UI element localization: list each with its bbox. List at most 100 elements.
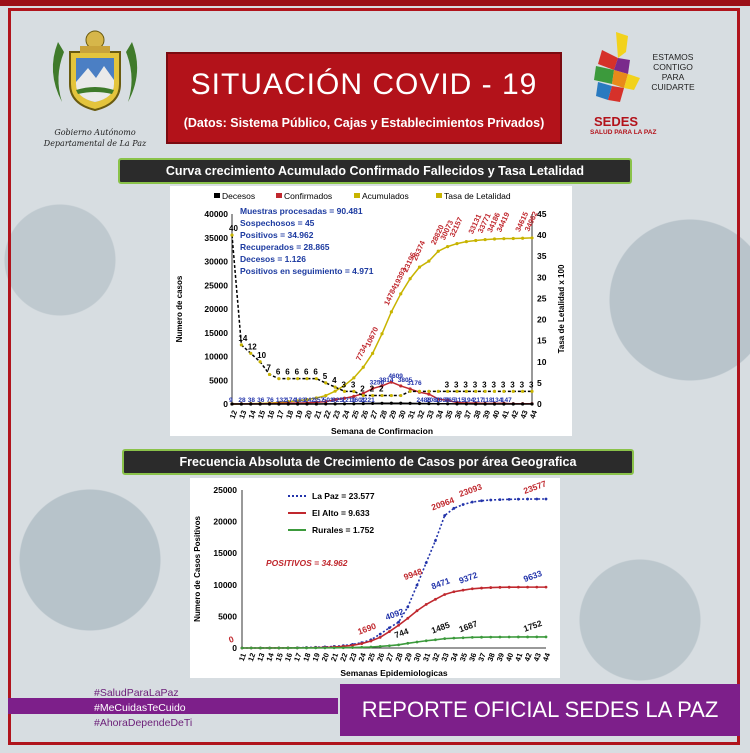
x-tick-label: 22 bbox=[322, 409, 333, 420]
tasa-letalidad-point bbox=[474, 389, 478, 393]
y-tick-label: 5000 bbox=[218, 611, 237, 621]
tasa-value-label: 6 bbox=[285, 368, 290, 377]
series-point-1 bbox=[387, 630, 391, 633]
tasa-value-label: 3 bbox=[351, 380, 356, 389]
legend-label-2: Rurales = 1.752 bbox=[312, 525, 374, 535]
series-point-1 bbox=[498, 585, 502, 589]
y-axis-label: Numero de casos bbox=[175, 275, 184, 342]
tasa-letalidad-point bbox=[324, 381, 328, 385]
x-tick-label: 17 bbox=[292, 652, 303, 663]
hashtag-3[interactable]: #AhoraDependeDeTi bbox=[94, 717, 193, 729]
acumulados-point bbox=[446, 245, 450, 249]
tasa-letalidad-point bbox=[333, 385, 337, 389]
confirmados-value-label: 765 bbox=[445, 397, 456, 404]
top-strip bbox=[0, 0, 750, 6]
tasa-value-label: 6 bbox=[295, 368, 300, 377]
x-tick-label: 19 bbox=[293, 409, 304, 420]
series-point-1 bbox=[470, 587, 474, 591]
hashtag-1[interactable]: #SaludParaLaPaz bbox=[94, 687, 179, 699]
series-point-2 bbox=[295, 646, 299, 650]
series-point-2 bbox=[305, 646, 308, 650]
logo-caption-1: Gobierno Autónomo bbox=[54, 128, 136, 137]
x-tick-label: 35 bbox=[458, 652, 469, 663]
page-subtitle: (Datos: Sistema Público, Cajas y Estable… bbox=[183, 116, 545, 130]
series-point-0 bbox=[480, 499, 483, 503]
y-tick-label: 5000 bbox=[209, 375, 228, 385]
legend-label-0: La Paz = 23.577 bbox=[312, 491, 375, 501]
series-point-2 bbox=[406, 641, 410, 645]
x-tick-label: 34 bbox=[449, 651, 461, 663]
tasa-value-label: 3 bbox=[342, 380, 347, 389]
decesos-point bbox=[380, 401, 384, 405]
tasa-value-label: 2 bbox=[360, 385, 365, 394]
series-point-2 bbox=[259, 646, 262, 650]
series-point-1 bbox=[544, 585, 548, 589]
series-point-1 bbox=[535, 585, 539, 589]
decesos-point bbox=[436, 402, 440, 406]
acumulados-point bbox=[371, 351, 375, 355]
series-point-0 bbox=[424, 561, 428, 565]
series-point-1 bbox=[507, 585, 511, 589]
tasa-value-label: 5 bbox=[323, 372, 328, 381]
confirmados-point bbox=[389, 380, 393, 384]
decesos-point bbox=[230, 402, 234, 406]
decesos-point bbox=[511, 402, 515, 406]
chart2-banner: Frecuencia Absoluta de Crecimiento de Ca… bbox=[122, 449, 634, 475]
tasa-letalidad-point bbox=[277, 377, 281, 381]
series-point-0 bbox=[526, 497, 529, 501]
tasa-letalidad-point bbox=[361, 393, 365, 398]
decesos-point bbox=[389, 401, 393, 405]
y2-axis-label: Tasa de Letalidad x 100 bbox=[557, 264, 566, 353]
series-point-2 bbox=[286, 646, 290, 650]
tasa-letalidad-point bbox=[408, 389, 412, 393]
series-point-2 bbox=[341, 646, 345, 650]
sedes-name: SEDES bbox=[594, 114, 639, 129]
hashtag-2[interactable]: #MeCuidasTeCuido bbox=[94, 702, 186, 714]
x-tick-label: 17 bbox=[275, 409, 286, 420]
tasa-letalidad-point bbox=[380, 393, 384, 398]
decesos-point bbox=[361, 401, 365, 406]
info-line-4: Decesos = 1.126 bbox=[240, 254, 306, 264]
acumulados-point bbox=[483, 237, 487, 242]
tasa-letalidad-point bbox=[267, 372, 272, 377]
chart1-panel: Decesos Confirmados Acumulados Tasa de Leta… bbox=[170, 186, 572, 436]
tasa-value-label: 3 bbox=[529, 380, 534, 389]
confirmados-point bbox=[408, 387, 412, 391]
series-point-2 bbox=[415, 640, 419, 644]
x-tick-label: 43 bbox=[532, 652, 543, 663]
series-point-0 bbox=[443, 514, 447, 517]
tasa-letalidad-point bbox=[239, 343, 243, 347]
value-label: 1485 bbox=[430, 620, 451, 636]
series-point-0 bbox=[470, 500, 474, 504]
decesos-point bbox=[502, 402, 506, 406]
confirmados-value-label: 132 bbox=[276, 397, 287, 404]
x-tick-label: 30 bbox=[397, 409, 408, 420]
series-point-2 bbox=[452, 636, 456, 640]
confirmados-value-label: 2080 bbox=[426, 397, 441, 404]
y-tick-label: 10000 bbox=[204, 352, 228, 362]
confirmados-value-label: 2221 bbox=[360, 397, 375, 404]
x-tick-label: 38 bbox=[472, 409, 483, 420]
x-tick-label: 22 bbox=[338, 652, 349, 663]
legend-marker-1 bbox=[276, 193, 282, 198]
tasa-value-label: 14 bbox=[238, 334, 247, 343]
series-point-2 bbox=[516, 635, 520, 639]
series-point-2 bbox=[507, 635, 511, 639]
x-tick-label: 13 bbox=[237, 409, 248, 420]
legend-label-0: Decesos bbox=[222, 191, 255, 201]
x-tick-label: 39 bbox=[495, 652, 506, 663]
tasa-letalidad-point bbox=[296, 377, 300, 381]
series-point-2 bbox=[360, 645, 364, 649]
legend-marker-2 bbox=[354, 193, 360, 198]
decesos-point bbox=[483, 402, 487, 406]
tasa-letalidad-point bbox=[371, 393, 375, 398]
decesos-point bbox=[352, 402, 356, 406]
x-tick-label: 44 bbox=[528, 408, 540, 420]
tasa-value-label: 3 bbox=[501, 380, 506, 389]
la-paz-map-icon bbox=[594, 32, 640, 102]
x-tick-label: 19 bbox=[311, 652, 322, 663]
tasa-value-label: 3 bbox=[454, 380, 459, 389]
value-label: 4092 bbox=[384, 606, 405, 622]
acumulados-point bbox=[427, 259, 431, 263]
series-line-2 bbox=[242, 636, 546, 649]
